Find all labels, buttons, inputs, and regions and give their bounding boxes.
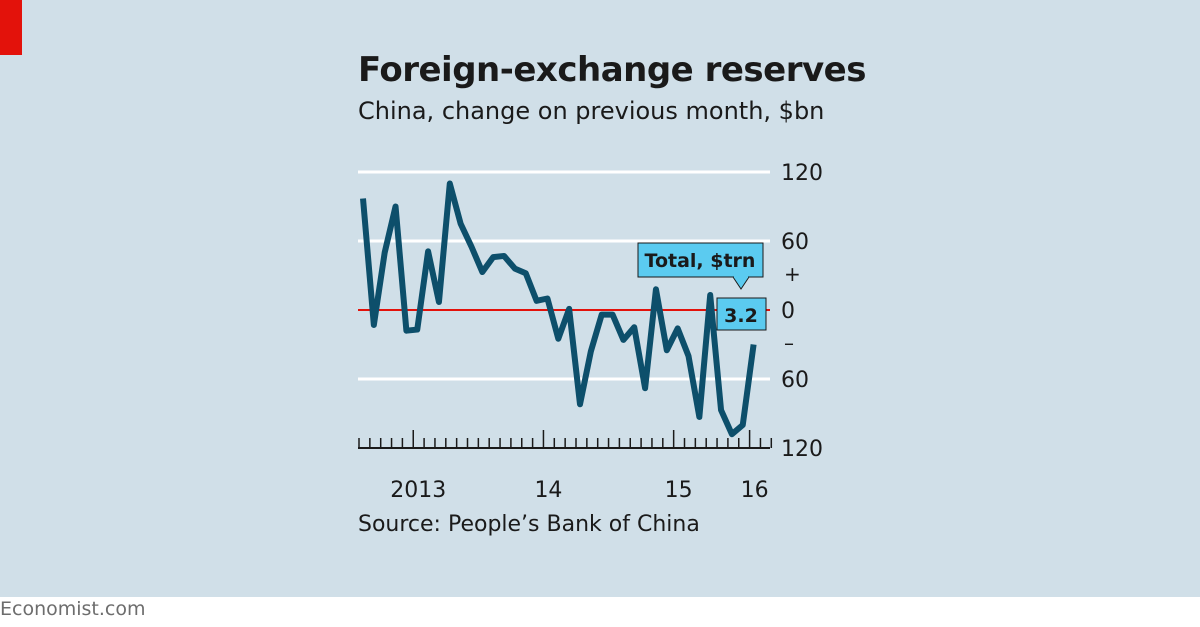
y-tick-label: 120 [781, 161, 823, 186]
chart-subtitle: China, change on previous month, $bn [358, 97, 825, 125]
brand-red-tab [0, 0, 22, 55]
series-line [360, 180, 757, 438]
chart-source: Source: People’s Bank of China [358, 512, 700, 537]
line-chart: 120 60 0 60 120 + – 2013 14 15 16 Total, $trn 3.2 [358, 161, 823, 503]
total-label-text: Total, $trn [645, 250, 756, 272]
footer-brand: Economist.com [0, 598, 146, 620]
x-tick-label: 2013 [390, 478, 446, 503]
total-value-text: 3.2 [724, 305, 758, 327]
chart-panel [0, 0, 1200, 597]
chart-title: Foreign-exchange reserves [358, 50, 866, 90]
x-tick-label: 16 [741, 478, 769, 503]
total-label-pointer [732, 276, 750, 290]
y-negative-sign: – [784, 331, 794, 355]
x-tick-label: 15 [665, 478, 693, 503]
y-positive-sign: + [784, 262, 801, 286]
y-tick-label: 60 [781, 230, 809, 255]
y-tick-label: 120 [781, 437, 823, 462]
y-tick-label: 60 [781, 368, 809, 393]
x-tick-label: 14 [534, 478, 562, 503]
total-value-box [716, 297, 767, 331]
total-label-box [637, 242, 764, 278]
y-tick-label: 0 [781, 299, 795, 324]
